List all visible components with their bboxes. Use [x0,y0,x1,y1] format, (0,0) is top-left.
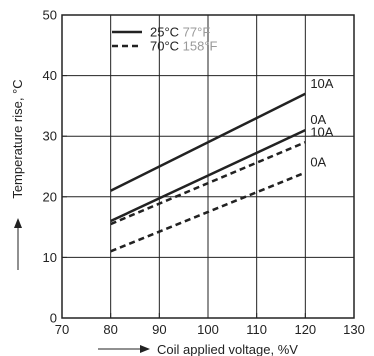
legend-alt-label: 77°F [183,25,211,40]
y-axis-title: Temperature rise, °C [10,79,25,270]
x-axis-label: Coil applied voltage, %V [157,342,298,356]
x-tick-label: 90 [152,322,166,337]
x-tick-label: 70 [55,322,69,337]
legend-label: 70°C 158°F [150,39,218,54]
y-tick-label: 30 [43,129,57,144]
legend-alt-label: 158°F [183,39,218,54]
series-end-label: 10A [310,124,333,139]
x-tick-label: 80 [103,322,117,337]
series-line-solid-0A [110,129,306,223]
y-tick-label: 0 [50,311,57,326]
series-line-dashed-0A [110,171,306,253]
series-end-label: 0A [310,155,326,170]
y-tick-label: 40 [43,68,57,83]
x-tick-label: 110 [246,322,267,337]
series-line-solid-10A [110,92,306,192]
series-line-dashed-10A [110,141,306,226]
grid [62,15,354,318]
axis-ticks: 70 80 90 100 110 120 130 0 10 20 30 40 50 [43,8,365,338]
x-tick-label: 120 [294,322,316,337]
y-tick-label: 50 [43,8,57,23]
x-tick-label: 100 [197,322,219,337]
series-end-label: 10A [310,76,333,91]
x-axis-title: Coil applied voltage, %V [98,342,298,356]
y-tick-label: 10 [43,250,57,265]
y-axis-arrow-head [14,218,22,228]
legend: 25°C 77°F70°C 158°F [112,25,218,54]
y-tick-label: 20 [43,189,57,204]
x-axis-arrow-head [140,345,150,353]
legend-label: 25°C 77°F [150,25,210,40]
x-tick-label: 130 [343,322,365,337]
series-lines [110,92,306,253]
y-axis-label: Temperature rise, °C [10,79,25,198]
series-end-label: 0A [310,112,326,127]
